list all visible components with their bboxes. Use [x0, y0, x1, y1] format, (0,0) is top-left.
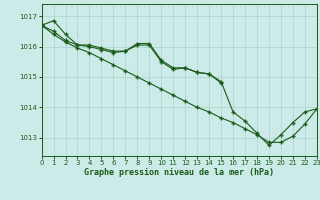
X-axis label: Graphe pression niveau de la mer (hPa): Graphe pression niveau de la mer (hPa)	[84, 168, 274, 177]
